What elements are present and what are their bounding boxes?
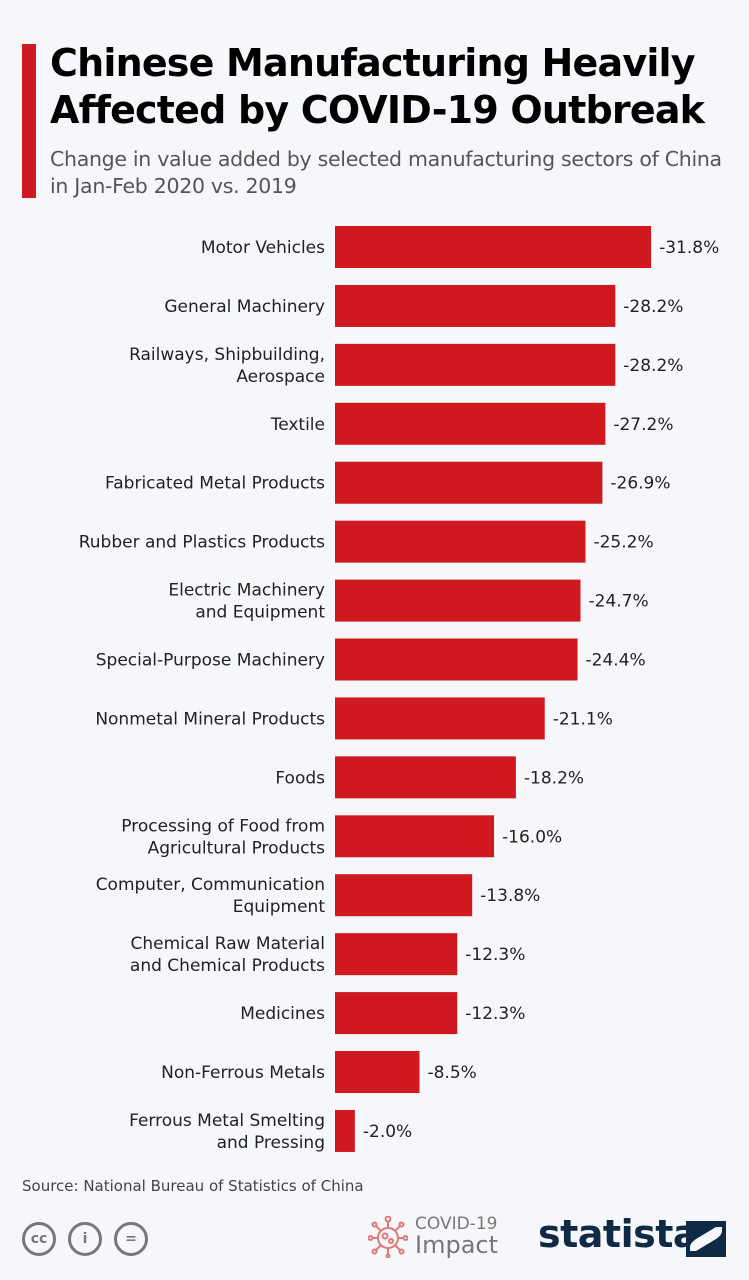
value-label: -13.8% xyxy=(480,886,540,906)
value-label: -8.5% xyxy=(427,1063,476,1083)
bar xyxy=(335,756,516,799)
source-note: Source: National Bureau of Statistics of… xyxy=(22,1177,364,1195)
category-label: Rubber and Plastics Products xyxy=(79,533,325,553)
value-label: -21.1% xyxy=(553,709,613,729)
virus-icon xyxy=(368,1216,408,1258)
value-label: -24.7% xyxy=(589,592,649,612)
value-label: -18.2% xyxy=(524,768,584,788)
bar xyxy=(335,697,545,740)
attribution-icon[interactable]: i xyxy=(68,1222,102,1256)
bar xyxy=(335,815,495,858)
category-label: Aerospace xyxy=(236,367,325,387)
category-label: Equipment xyxy=(233,897,326,917)
value-label: -25.2% xyxy=(593,533,653,553)
bar xyxy=(335,284,616,327)
category-label: Ferrous Metal Smelting xyxy=(129,1111,325,1131)
bar xyxy=(335,402,606,445)
bar xyxy=(335,1109,355,1152)
category-label: Computer, Communication xyxy=(96,875,325,895)
value-label: -2.0% xyxy=(363,1122,412,1142)
value-label: -24.4% xyxy=(586,651,646,671)
category-label: Textile xyxy=(270,415,325,435)
bar xyxy=(335,579,581,622)
bar xyxy=(335,1051,420,1094)
category-label: Nonmetal Mineral Products xyxy=(95,709,325,729)
category-label: Foods xyxy=(275,768,325,788)
value-label: -28.2% xyxy=(623,356,683,376)
bar xyxy=(335,638,578,681)
category-label: and Pressing xyxy=(217,1133,325,1153)
badge-line-1: COVID-19 xyxy=(415,1214,498,1234)
category-label: Chemical Raw Material xyxy=(130,934,325,954)
bar xyxy=(335,343,616,386)
covid-impact-badge: COVID-19 Impact xyxy=(415,1214,499,1259)
category-label: Processing of Food from xyxy=(121,816,325,836)
value-label: -16.0% xyxy=(502,827,562,847)
category-label: Motor Vehicles xyxy=(201,238,325,258)
category-label: General Machinery xyxy=(164,297,325,317)
no-derivatives-icon[interactable]: = xyxy=(114,1222,148,1256)
category-label: Special-Purpose Machinery xyxy=(96,651,325,671)
category-label: Railways, Shipbuilding, xyxy=(129,345,325,365)
creative-commons-icon[interactable]: cc xyxy=(22,1222,56,1256)
category-label: and Chemical Products xyxy=(130,956,325,976)
value-label: -12.3% xyxy=(465,1004,525,1024)
title-accent-bar xyxy=(22,44,36,198)
chart-title: Chinese Manufacturing Heavily Affected b… xyxy=(50,41,705,132)
bar xyxy=(335,874,473,917)
value-label: -28.2% xyxy=(623,297,683,317)
value-label: -12.3% xyxy=(465,945,525,965)
bar xyxy=(335,226,652,268)
bar-chart: -31.8% Motor Vehicles -28.2% General Machin… xyxy=(79,226,719,1153)
category-label: Agricultural Products xyxy=(148,838,325,858)
bar xyxy=(335,992,458,1035)
statista-logo[interactable]: statista xyxy=(538,1212,699,1256)
chart-subtitle: Change in value added by selected manufa… xyxy=(50,147,722,198)
bar xyxy=(335,461,603,504)
category-label: Electric Machinery xyxy=(168,581,325,601)
value-label: -31.8% xyxy=(659,238,719,258)
bar xyxy=(335,933,458,976)
category-label: Fabricated Metal Products xyxy=(105,474,325,494)
category-label: and Equipment xyxy=(195,603,325,623)
value-label: -26.9% xyxy=(610,474,670,494)
statista-logo-icon xyxy=(686,1221,726,1257)
category-label: Medicines xyxy=(240,1004,325,1024)
badge-line-2: Impact xyxy=(415,1231,499,1259)
category-label: Non-Ferrous Metals xyxy=(161,1063,325,1083)
value-label: -27.2% xyxy=(613,415,673,435)
bar xyxy=(335,520,586,563)
